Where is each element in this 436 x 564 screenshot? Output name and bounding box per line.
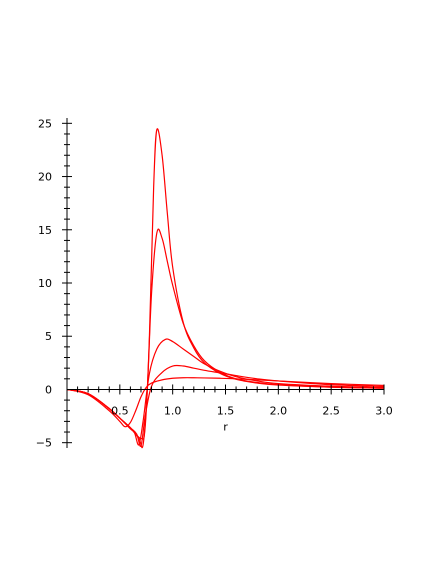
series-line-4 bbox=[66, 364, 385, 447]
x-tick-label: 3.0 bbox=[375, 404, 393, 417]
y-tick-label: 20 bbox=[38, 171, 52, 184]
x-tick-label: 1.5 bbox=[217, 404, 235, 417]
y-tick-label: 0 bbox=[45, 383, 52, 396]
x-tick-label: 2.5 bbox=[322, 404, 340, 417]
x-tick-label: 0.5 bbox=[111, 404, 129, 417]
y-tick-label: 10 bbox=[38, 277, 52, 290]
series-line-5 bbox=[66, 377, 385, 428]
x-tick-label: 2.0 bbox=[270, 404, 288, 417]
axes-layer: 0.5 1.0 1.5 2.0 2.5 3.0 −5 0 5 10 15 20 25 bbox=[36, 117, 393, 449]
x-tick-label: 1.0 bbox=[164, 404, 182, 417]
x-axis-label: r bbox=[223, 420, 228, 433]
curves-layer bbox=[66, 128, 385, 449]
y-tick-label: 15 bbox=[38, 224, 52, 237]
y-tick-label: 5 bbox=[45, 330, 52, 343]
y-tick-label: −5 bbox=[36, 437, 52, 450]
y-tick-label: 25 bbox=[38, 117, 52, 130]
